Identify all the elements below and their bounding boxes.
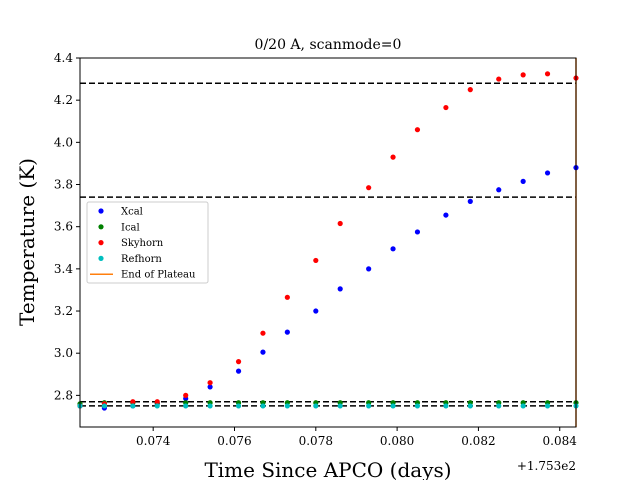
y-tick-label: 3.4 [54, 262, 73, 276]
xcal-point [235, 368, 242, 374]
refhorn-point [414, 403, 421, 409]
xcal-point [207, 384, 213, 390]
xcal-point [443, 212, 449, 218]
refhorn-point [101, 403, 107, 409]
x-tick-label: 0.082 [461, 434, 495, 448]
refhorn-point [366, 403, 372, 409]
xcal-point [313, 308, 319, 314]
legend-marker-xcal [98, 208, 104, 214]
xcal-point [337, 286, 343, 292]
x-tick-label: 0.084 [543, 434, 578, 448]
legend-label-end-of-plateau: End of Plateau [121, 270, 196, 281]
xcal-point [496, 187, 502, 193]
y-tick-label: 4.2 [54, 93, 73, 107]
skyhorn-point [544, 71, 551, 77]
refhorn-point [313, 403, 319, 409]
refhorn-point [284, 403, 290, 409]
refhorn-point [207, 403, 213, 409]
skyhorn-point [414, 127, 421, 133]
refhorn-point [496, 403, 502, 409]
skyhorn-point [130, 399, 136, 405]
xcal-point [414, 229, 421, 235]
x-tick-label: 0.074 [136, 434, 171, 448]
skyhorn-point [183, 392, 189, 398]
skyhorn-point [467, 87, 473, 93]
legend-label-ical: Ical [121, 222, 140, 233]
refhorn-point [183, 403, 189, 409]
refhorn-point [235, 403, 242, 409]
skyhorn-point [496, 76, 502, 82]
xcal-point [260, 349, 266, 355]
x-tick-label: 0.080 [380, 434, 414, 448]
x-tick-label: 0.078 [299, 434, 333, 448]
x-tick-label: 0.076 [217, 434, 251, 448]
legend-label-refhorn: Refhorn [121, 254, 162, 265]
y-tick-label: 3.8 [54, 178, 73, 192]
legend-marker-skyhorn [98, 240, 104, 246]
chart-title: 0/20 A, scanmode=0 [255, 37, 402, 53]
skyhorn-point [260, 330, 266, 336]
x-axis: 0.074 0.076 0.078 0.080 0.082 0.084 [136, 427, 577, 448]
legend-label-xcal: Xcal [121, 207, 143, 218]
skyhorn-point [207, 380, 213, 386]
xcal-point [366, 266, 372, 272]
y-tick-label: 3.2 [54, 304, 73, 318]
skyhorn-point [366, 185, 372, 191]
legend-marker-refhorn [98, 255, 104, 261]
skyhorn-point [443, 104, 449, 111]
xcal-point [520, 178, 526, 184]
y-tick-label: 3.0 [54, 346, 73, 360]
y-tick-label: 3.6 [54, 220, 73, 234]
legend-label-skyhorn: Skyhorn [121, 238, 164, 249]
xcal-point [284, 329, 290, 335]
refhorn-point [390, 403, 396, 409]
legend-marker-ical [98, 224, 104, 230]
refhorn-point [443, 403, 449, 409]
skyhorn-point [313, 257, 319, 264]
y-tick-label: 2.8 [54, 388, 73, 402]
xcal-point [467, 198, 473, 204]
skyhorn-point [154, 399, 160, 405]
xcal-point [390, 246, 396, 252]
xcal-point [544, 170, 551, 176]
refhorn-point [130, 403, 136, 409]
skyhorn-point [337, 220, 343, 227]
legend-box [86, 201, 209, 284]
y-axis-label: Temperature (K) [15, 158, 39, 326]
y-tick-label: 4.4 [54, 51, 73, 65]
refhorn-point [467, 403, 473, 409]
refhorn-point [337, 403, 343, 409]
y-tick-label: 4.0 [54, 135, 73, 149]
x-axis-label: Time Since APCO (days) [204, 458, 451, 480]
refhorn-point [544, 403, 551, 409]
skyhorn-point [235, 359, 242, 365]
skyhorn-point [390, 154, 396, 160]
y-axis: 2.8 3.0 3.2 3.4 3.6 3.8 4.0 4.2 4.4 [54, 51, 80, 402]
skyhorn-point [284, 294, 290, 300]
legend: Xcal Ical Skyhorn Refhorn End of Plateau [86, 201, 209, 284]
skyhorn-point [520, 72, 526, 78]
refhorn-point [520, 403, 526, 409]
refhorn-point [154, 403, 160, 409]
refhorn-point [260, 403, 266, 409]
x-offset-label: +1.753e2 [517, 459, 576, 473]
plot-area [77, 58, 579, 427]
plot-frame [79, 57, 577, 428]
